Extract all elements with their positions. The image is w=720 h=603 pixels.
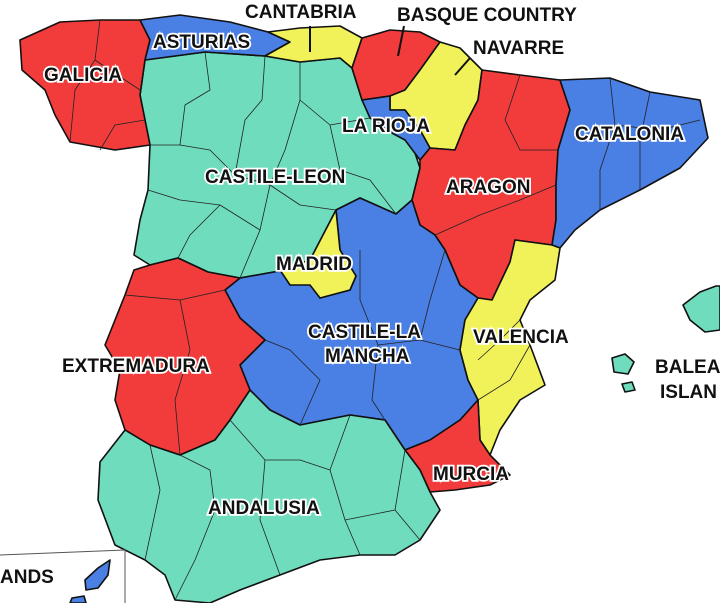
label-castile-leon: CASTILE-LEON	[205, 167, 345, 188]
region-madrid[interactable]	[279, 209, 357, 299]
navarre-pointer	[454, 57, 471, 76]
label-cantabria: CANTABRIA	[245, 2, 357, 23]
label-la-rioja: LA RIOJA	[342, 116, 430, 137]
canary-inset-frame	[0, 549, 126, 603]
region-andalusia[interactable]	[97, 389, 441, 603]
label-castile-la-mancha-1: CASTILE-LA	[308, 322, 421, 343]
label-murcia: MURCIA	[433, 464, 509, 485]
region-cantabria[interactable]	[264, 25, 363, 69]
region-canary-island[interactable]	[84, 559, 111, 591]
label-aragon: ARAGON	[446, 177, 530, 198]
label-catalonia: CATALONIA	[575, 124, 684, 145]
basque-pointer	[397, 25, 405, 57]
label-extremadura: EXTREMADURA	[62, 356, 210, 377]
province-borders	[69, 19, 701, 601]
region-balearic-formentera[interactable]	[621, 381, 636, 393]
label-andalusia: ANDALUSIA	[208, 498, 320, 519]
region-canary-island-2[interactable]	[69, 595, 87, 603]
label-navarre: NAVARRE	[473, 38, 564, 59]
label-basque-country: BASQUE COUNTRY	[397, 5, 577, 26]
region-balearic-ibiza[interactable]	[611, 353, 635, 375]
region-catalonia[interactable]	[551, 77, 709, 249]
label-madrid: MADRID	[276, 254, 352, 275]
label-balearic-1: BALEA	[655, 357, 720, 378]
label-valencia: VALENCIA	[473, 327, 569, 348]
label-balearic-2: ISLAN	[660, 382, 717, 403]
label-canary: ANDS	[0, 567, 54, 588]
label-asturias: ASTURIAS	[153, 32, 250, 53]
region-balearic-mallorca[interactable]	[682, 285, 720, 333]
label-galicia: GALICIA	[44, 65, 122, 86]
label-castile-la-mancha-2: MANCHA	[325, 346, 410, 367]
